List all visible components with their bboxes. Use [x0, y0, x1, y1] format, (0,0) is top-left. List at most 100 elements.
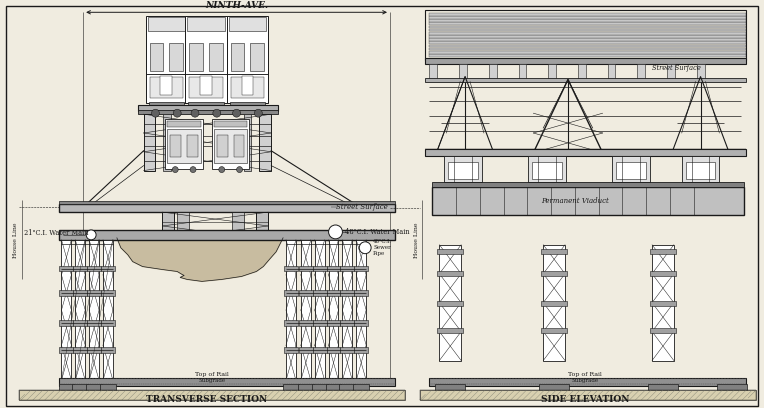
Bar [438, 328, 463, 333]
Bar [60, 290, 73, 296]
Bar [650, 249, 676, 254]
Bar [429, 29, 746, 31]
Bar [429, 38, 746, 41]
Bar [73, 384, 88, 394]
Bar [170, 135, 181, 157]
Bar [329, 240, 338, 380]
Circle shape [191, 109, 199, 117]
Bar [103, 240, 113, 380]
Bar [312, 347, 326, 353]
Bar [283, 384, 299, 394]
Bar [429, 41, 746, 44]
Bar [73, 320, 87, 326]
Bar [167, 129, 201, 163]
Bar [541, 249, 567, 254]
Bar [429, 22, 746, 25]
Circle shape [359, 242, 371, 254]
Bar [214, 121, 248, 127]
Bar [429, 48, 746, 51]
Bar [19, 390, 405, 400]
Bar [312, 266, 326, 271]
Bar [429, 64, 438, 80]
Bar [578, 64, 586, 80]
Bar [425, 10, 746, 60]
Bar [637, 64, 645, 80]
Bar [189, 77, 223, 98]
Bar [89, 240, 99, 380]
Bar [284, 347, 298, 353]
Bar [312, 384, 328, 394]
Bar [59, 201, 395, 204]
Bar [241, 75, 254, 95]
Bar [76, 240, 86, 380]
Bar [549, 64, 556, 80]
Circle shape [173, 109, 181, 117]
Bar [59, 230, 395, 240]
Bar [101, 347, 115, 353]
Circle shape [219, 166, 225, 173]
Bar [432, 187, 744, 215]
Bar [147, 17, 185, 31]
Polygon shape [117, 238, 283, 282]
Text: 48"C.I. Water Main: 48"C.I. Water Main [345, 228, 410, 236]
Bar [519, 64, 526, 80]
Bar [284, 290, 298, 296]
Bar [163, 212, 174, 240]
Bar [59, 204, 395, 212]
Bar [212, 119, 249, 169]
Bar [354, 347, 368, 353]
Text: Top of Rail: Top of Rail [195, 373, 228, 377]
Bar [144, 114, 155, 171]
Bar [459, 64, 467, 80]
Bar [101, 266, 115, 271]
Bar [341, 266, 354, 271]
Bar [244, 114, 251, 171]
Bar [354, 266, 368, 271]
Bar [185, 16, 227, 103]
Bar [187, 17, 225, 31]
Circle shape [254, 109, 262, 117]
Text: 48"C.I.
Sewer
Pipe: 48"C.I. Sewer Pipe [373, 239, 392, 256]
Bar [150, 77, 183, 98]
Bar [326, 290, 341, 296]
Bar [342, 240, 352, 380]
Circle shape [232, 109, 241, 117]
Bar [138, 105, 278, 111]
Bar [298, 384, 314, 394]
Bar [299, 290, 312, 296]
Bar [541, 328, 567, 333]
Bar [73, 347, 87, 353]
Bar [87, 320, 101, 326]
Bar [170, 43, 183, 71]
Bar [339, 384, 355, 394]
Bar [717, 384, 747, 396]
Bar [448, 162, 478, 180]
Bar [60, 266, 73, 271]
Bar [286, 240, 296, 380]
Bar [148, 102, 184, 111]
Bar [209, 43, 223, 71]
Bar [429, 54, 746, 57]
Bar [432, 182, 744, 187]
Bar [529, 156, 566, 182]
Bar [650, 301, 676, 306]
Bar [60, 320, 73, 326]
Bar [617, 162, 646, 180]
Bar [650, 271, 676, 277]
Bar [429, 51, 746, 53]
Bar [541, 301, 567, 306]
Bar [326, 320, 341, 326]
Bar [284, 320, 298, 326]
Text: NINTH-AVE.: NINTH-AVE. [205, 1, 268, 10]
Bar [312, 320, 326, 326]
Bar [284, 266, 298, 271]
Bar [438, 249, 463, 254]
Bar [438, 271, 463, 277]
Bar [87, 347, 101, 353]
Bar [445, 156, 482, 182]
Bar [228, 17, 267, 31]
Bar [251, 43, 264, 71]
Bar [86, 384, 102, 394]
Circle shape [172, 166, 178, 173]
Bar [299, 347, 312, 353]
